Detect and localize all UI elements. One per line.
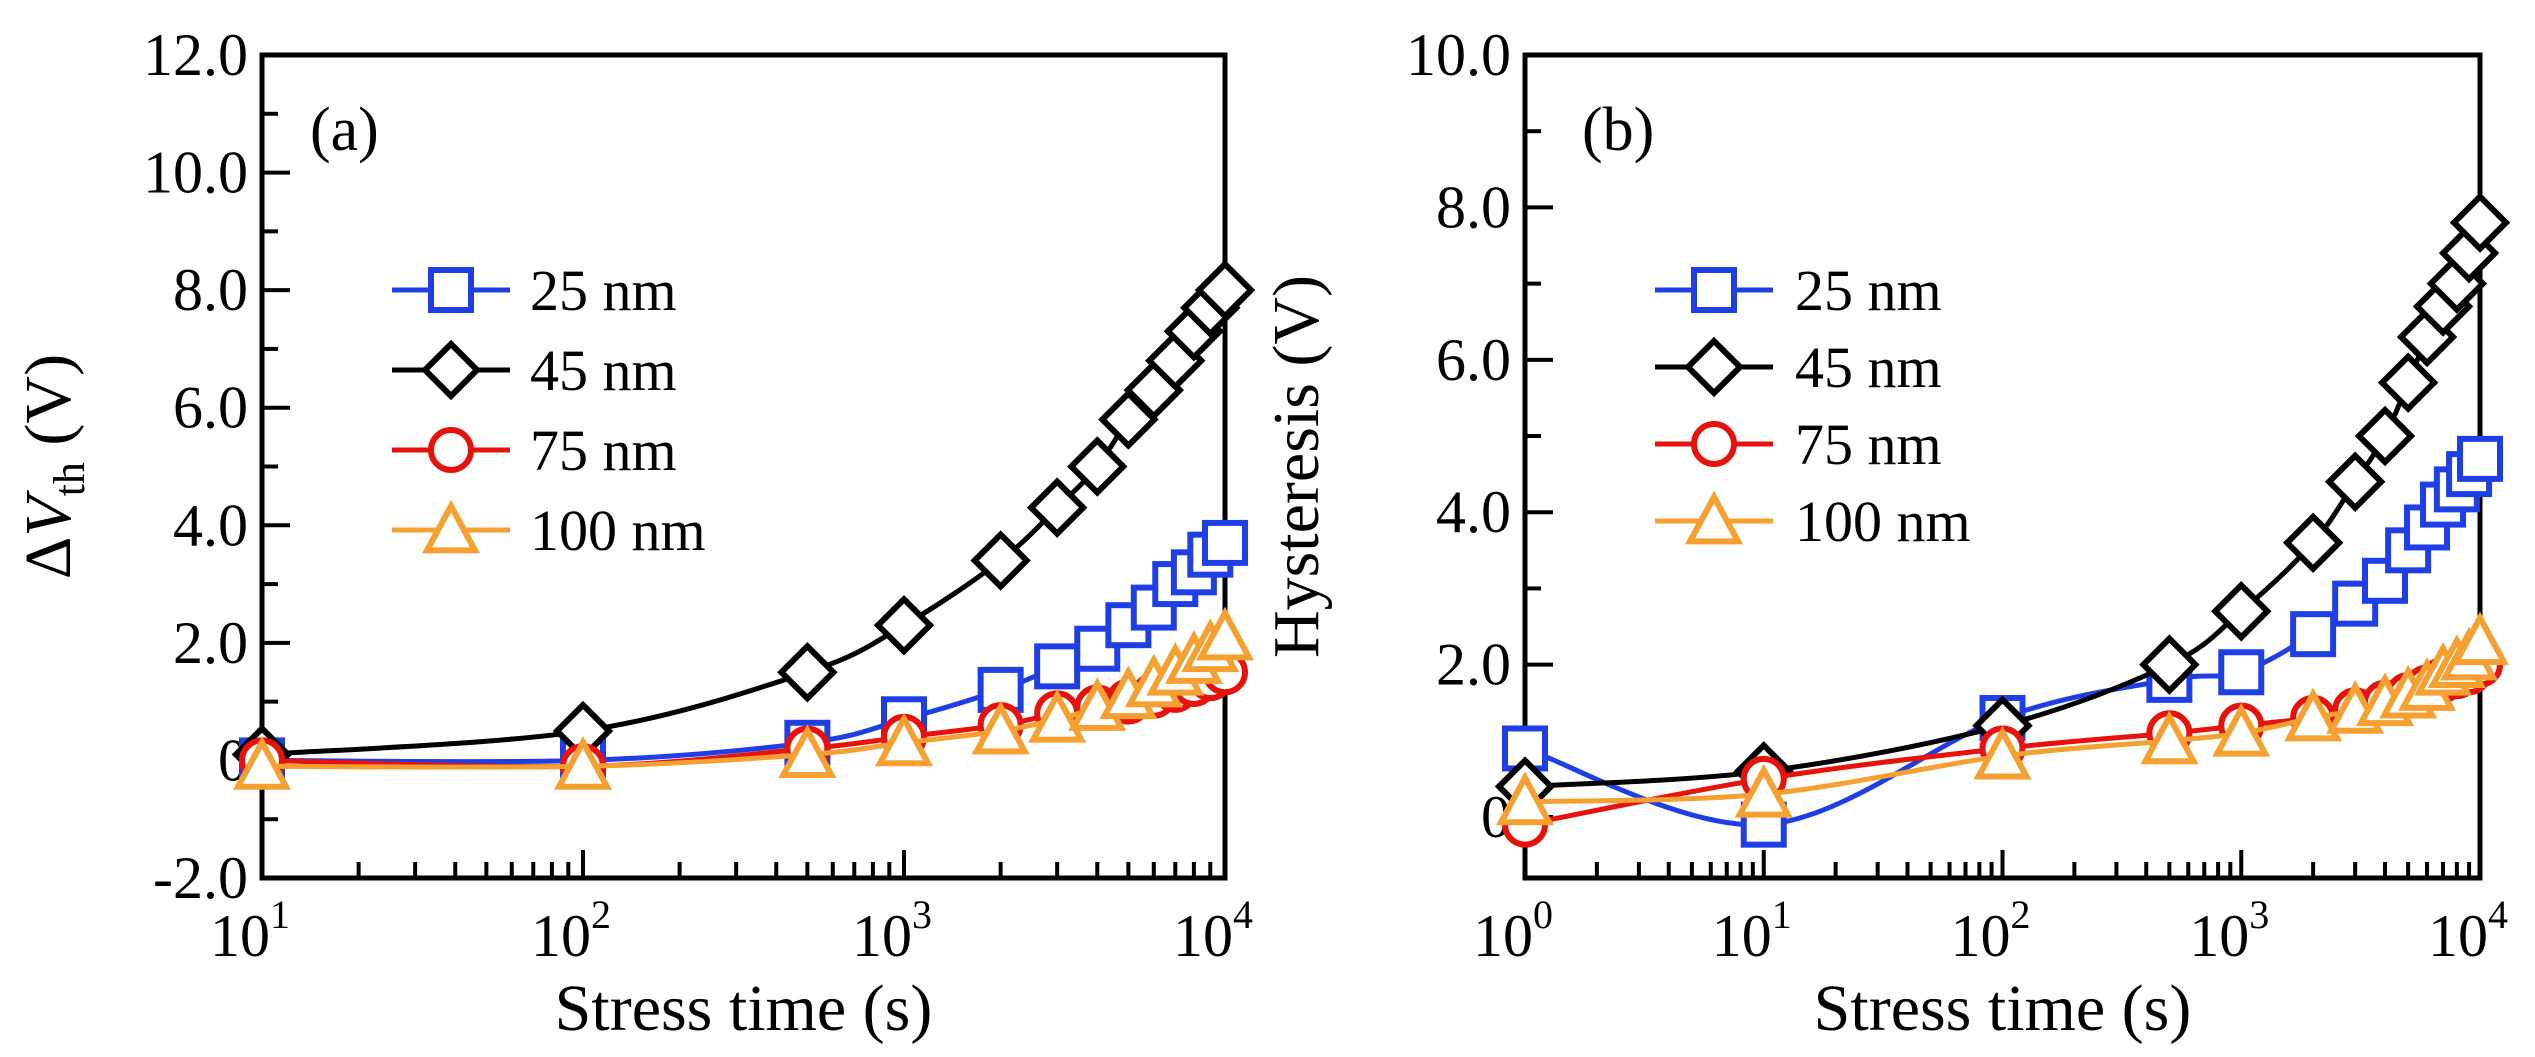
data-point-25nm [2290, 611, 2337, 658]
legend-label: 25 nm [530, 258, 677, 323]
data-point-25nm [2457, 435, 2503, 482]
x-tick-label: 102 [1951, 892, 2031, 969]
data-point-100nm [778, 724, 837, 778]
x-tick-label: 103 [2189, 892, 2269, 969]
panel-label: (b) [1582, 96, 1654, 164]
legend: 25 nm 45 nm 75 nm 100 nm [1655, 258, 1971, 554]
data-point-45nm [970, 530, 1031, 591]
x-tick-label: 100 [1473, 892, 1553, 969]
series-45nm [231, 259, 1256, 785]
legend-marker [1684, 490, 1744, 545]
x-axis-title: Stress time (s) [1814, 972, 2192, 1045]
data-point-25nm [2218, 649, 2265, 696]
data-point-100nm [232, 735, 292, 790]
y-tick-label: 4.0 [1436, 479, 1511, 545]
y-axis-title: ΔVth (V) [12, 354, 94, 579]
data-point-45nm [2449, 192, 2511, 253]
x-tick-label: 101 [210, 892, 290, 969]
data-point-45nm [1067, 436, 1128, 497]
data-point-25nm [1034, 643, 1081, 690]
x-tick-label: 101 [1712, 892, 1792, 969]
data-point-45nm [2324, 451, 2386, 512]
legend-item-25nm: 25 nm [1655, 258, 1942, 323]
y-tick-label: 4.0 [173, 492, 248, 558]
x-tick-label: 102 [531, 892, 611, 969]
y-tick-label: 2.0 [173, 610, 248, 676]
data-point-100nm [553, 735, 613, 790]
legend-label: 100 nm [1795, 489, 1971, 554]
legend-marker [1691, 421, 1737, 467]
data-point-100nm [2450, 611, 2510, 666]
y-tick-label: 8.0 [173, 257, 248, 323]
data-point-100nm [1734, 763, 1793, 818]
legend-item-75nm: 75 nm [392, 418, 677, 483]
y-tick-label: 8.0 [1436, 174, 1511, 240]
series-25nm [1502, 435, 2503, 848]
x-axis-title: Stress time (s) [555, 972, 933, 1045]
legend-marker [1683, 336, 1745, 398]
legend-item-45nm: 45 nm [392, 338, 677, 403]
y-axis-title: Hysteresis (V) [1260, 275, 1333, 658]
data-point-100nm [2212, 702, 2271, 757]
legend-item-45nm: 45 nm [1655, 335, 1942, 400]
y-tick-label: 2.0 [1436, 632, 1511, 698]
data-point-25nm [1202, 519, 1248, 566]
legend-marker [428, 427, 474, 473]
x-tick-label: 103 [852, 892, 932, 969]
legend-item-100nm: 100 nm [1655, 489, 1971, 554]
legend-marker [1691, 267, 1737, 313]
y-tick-label: -2.0 [153, 845, 248, 911]
data-point-45nm [1026, 477, 1088, 538]
data-point-45nm [2377, 352, 2439, 413]
panel-label: (a) [310, 96, 379, 164]
legend: 25 nm 45 nm 75 nm 100 nm [392, 258, 706, 563]
legend-item-75nm: 75 nm [1655, 412, 1942, 477]
y-tick-label: 6.0 [1436, 327, 1511, 393]
y-tick-label: 10.0 [143, 140, 248, 206]
legend-label: 75 nm [1795, 412, 1942, 477]
data-point-45nm [2354, 405, 2416, 467]
legend-marker [420, 339, 482, 401]
data-point-45nm [1194, 259, 1256, 321]
legend-item-100nm: 100 nm [392, 498, 706, 563]
legend-label: 100 nm [530, 498, 706, 563]
legend-marker [428, 267, 474, 313]
legend-marker [421, 499, 481, 554]
legend-label: 25 nm [1795, 258, 1942, 323]
data-point-45nm [2139, 634, 2200, 695]
data-point-100nm [1195, 606, 1255, 661]
data-point-45nm [2282, 512, 2344, 573]
x-tick-label: 104 [2428, 892, 2508, 969]
data-point-45nm [2211, 581, 2272, 642]
legend-label: 45 nm [1795, 335, 1942, 400]
data-point-100nm [2284, 687, 2343, 742]
y-tick-label: 12.0 [143, 22, 248, 88]
data-point-45nm [873, 594, 935, 656]
y-tick-label: 6.0 [173, 375, 248, 441]
data-point-45nm [777, 642, 838, 703]
series-100nm [232, 606, 1255, 790]
y-tick-label: 10.0 [1406, 22, 1511, 88]
legend-item-25nm: 25 nm [392, 258, 677, 323]
series-100nm [1495, 611, 2510, 826]
data-point-100nm [971, 700, 1030, 755]
x-tick-label: 104 [1173, 892, 1253, 969]
legend-label: 75 nm [530, 418, 677, 483]
data-point-100nm [2140, 710, 2199, 765]
data-point-100nm [1973, 725, 2032, 780]
panel-a: 101 102 103 104-2.002.04.06.08.010.012.0Str… [12, 22, 1256, 1045]
data-point-100nm [874, 712, 934, 767]
data-point-100nm [1495, 771, 1555, 826]
data-point-100nm [1028, 688, 1087, 743]
legend-label: 45 nm [530, 338, 677, 403]
